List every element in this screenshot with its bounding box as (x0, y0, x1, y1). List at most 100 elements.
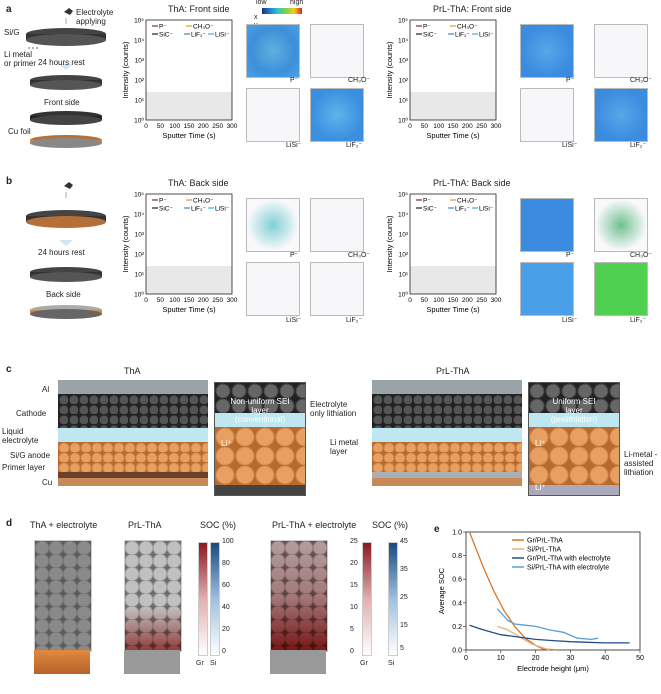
cb3-tick: 5 (400, 645, 404, 652)
shaded-region (410, 92, 496, 120)
si-label-2: Si (388, 660, 395, 667)
legend-label: P⁻ (423, 198, 431, 205)
y-axis-label: Average SOC (437, 567, 446, 614)
panel-d-t2: PrL-ThA (128, 520, 162, 530)
legend-label: SiC⁻ (159, 206, 173, 213)
side-label: Front side (44, 98, 80, 107)
cb1-tick: 0 (222, 648, 226, 655)
x-tick-label: 40 (601, 655, 609, 662)
x-tick-label: 0 (408, 297, 412, 304)
dropper-icon (64, 8, 73, 15)
gr-label: Gr (196, 660, 204, 667)
cube-a-left-1 (246, 24, 300, 78)
legend-label: P⁻ (423, 24, 431, 31)
cb1-tick: 60 (222, 582, 230, 589)
zoom-right-liplus: Li⁺ (535, 439, 546, 448)
x-tick-label: 100 (169, 123, 180, 130)
colorbar-d3 (388, 542, 398, 656)
cell-stack-right (372, 380, 522, 490)
layer-cu: Cu (42, 478, 53, 487)
cell-stack-left (58, 380, 208, 490)
x-axis-label: Sputter Time (s) (162, 305, 216, 314)
x-tick-label: 200 (198, 297, 209, 304)
shaded-region (410, 266, 496, 294)
chart-b-left-svg: 10⁰ 10¹ 10² 10³ 10⁴ 10⁵ 0 50 100 150 200 250 300 Sput… (121, 192, 238, 315)
y-tick-label: 10⁰ (134, 291, 144, 299)
cb2-tick: 25 (350, 538, 358, 545)
rest-label: 24 hours rest (38, 58, 85, 67)
legend-label: Gr/PrL-ThA (527, 538, 563, 545)
x-tick-label: 0 (144, 297, 148, 304)
layer-cathode: Cathode (16, 409, 47, 418)
legend-label: LiF₂⁻ (191, 206, 207, 213)
cube-label: LiF₂⁻ (346, 317, 363, 324)
y-tick-label: 10² (399, 78, 409, 85)
plot-frame (145, 19, 233, 121)
x-tick-label: 250 (476, 123, 487, 130)
panel-e-letter: e (434, 524, 440, 535)
x-axis-label: Sputter Time (s) (426, 305, 480, 314)
legend-label: Si/PrL-ThA (527, 547, 562, 554)
chart-a-right-svg: 10⁰ 10¹ 10² 10³ 10⁴ 10⁵ 0 50 100 150 200 250 300 Sput… (385, 18, 502, 141)
x-tick-label: 50 (636, 655, 644, 662)
y-tick-label: 10² (135, 78, 145, 85)
y-tick-label: 10³ (135, 58, 145, 65)
cube-b-right-4 (594, 262, 648, 316)
y-tick-label: 0.2 (452, 624, 462, 631)
x-tick-label: 250 (212, 123, 223, 130)
x-tick-label: 50 (421, 123, 429, 130)
y-tick-label: 10² (399, 252, 409, 259)
chart-a-left-title: ThA: Front side (168, 4, 230, 14)
x-tick-label: 150 (448, 123, 459, 130)
panel-c-letter: c (6, 364, 12, 375)
x-tick-label: 100 (433, 297, 444, 304)
cube-label: P⁻ (566, 77, 575, 84)
cube-a-right-3 (520, 88, 574, 142)
colorbar-low: low (256, 0, 267, 6)
zoom-right-text: Uniform SEI layer (prelithiation) (550, 397, 598, 424)
cube-b-left-1 (246, 198, 300, 252)
legend-label: SiC⁻ (159, 32, 173, 39)
cb3-tick: 15 (400, 622, 408, 629)
cube-b-right-2 (594, 198, 648, 252)
x-tick-label: 250 (212, 297, 223, 304)
cube-a-left-2 (310, 24, 364, 78)
layer-primer: Primer layer (2, 463, 46, 472)
colorbar-d2 (362, 542, 372, 656)
legend-label: LiF₂⁻ (191, 32, 207, 39)
y-tick-label: 0.4 (452, 600, 462, 607)
cb2-tick: 20 (350, 560, 358, 567)
x-tick-label: 50 (157, 297, 165, 304)
cube-label: LiSi⁻ (286, 142, 302, 149)
cb2-tick: 0 (350, 648, 354, 655)
legend-label: LiSi⁻ (479, 206, 494, 213)
electrolyte-label: Electrolyte applying (76, 8, 114, 26)
zoom-left-liplus: Li⁺ (221, 439, 232, 448)
cb1-tick: 100 (222, 538, 234, 545)
x-tick-label: 0 (408, 123, 412, 130)
cube-label: P⁻ (290, 252, 299, 259)
legend-label: LiSi⁻ (479, 32, 494, 39)
si-label: Si (210, 660, 217, 667)
y-tick-label: 10⁰ (398, 117, 408, 125)
y-tick-label: 0.6 (452, 577, 462, 584)
cube-label: LiSi⁻ (562, 142, 578, 149)
x-tick-label: 50 (421, 297, 429, 304)
zoom-left: Non-uniform SEI layer (conventional) Li⁺ (214, 382, 306, 496)
cufoil-label: Cu foil (8, 127, 31, 136)
cb2-tick: 10 (350, 604, 358, 611)
side-label-b: Back side (46, 290, 81, 299)
panel-d-letter: d (6, 518, 13, 529)
y-tick-label: 0.0 (452, 648, 462, 655)
chart-b-left: 10⁰ 10¹ 10² 10³ 10⁴ 10⁵ 0 50 100 150 200 250 300 Sput… (121, 188, 238, 323)
zoom-left-text: Non-uniform SEI layer (conventional) (230, 397, 290, 424)
cube-label: LiF₂⁻ (346, 142, 363, 149)
x-tick-label: 200 (462, 297, 473, 304)
x-tick-label: 100 (433, 123, 444, 130)
panel-a-letter: a (6, 4, 12, 15)
legend-label: LiSi⁻ (215, 32, 230, 39)
legend-label: CH₃O⁻ (193, 198, 214, 205)
x-tick-label: 10 (497, 655, 505, 662)
x-tick-label: 300 (227, 123, 238, 130)
y-tick-label: 10³ (399, 58, 409, 65)
